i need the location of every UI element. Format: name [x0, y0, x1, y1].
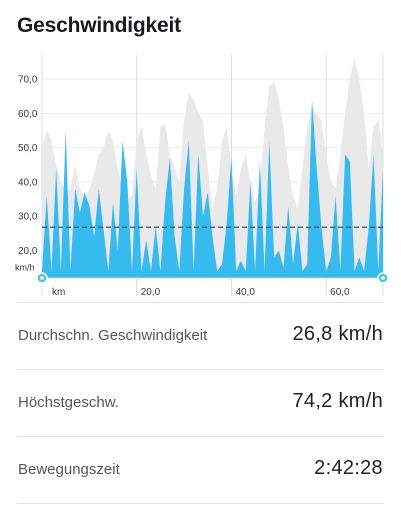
stat-row-moving-time: Bewegungszeit 2:42:28	[17, 437, 384, 504]
speed-area	[42, 99, 383, 278]
moving-time-value: 2:42:28	[314, 457, 383, 479]
y-tick-label: 70,0	[18, 75, 38, 86]
average-speed-value: 26,8 km/h	[292, 323, 383, 345]
y-axis-unit: km/h	[15, 263, 35, 273]
max-speed-label: Höchstgeschw.	[18, 394, 119, 411]
stats-list: Durchschn. Geschwindigkeit 26,8 km/h Höc…	[0, 302, 401, 504]
stat-row-max-speed: Höchstgeschw. 74,2 km/h	[17, 370, 384, 437]
range-handle-left-center	[40, 276, 44, 280]
y-tick-label: 40,0	[18, 177, 38, 188]
range-handle-right-center	[381, 276, 385, 280]
x-tick-label: 20,0	[141, 287, 161, 298]
moving-time-label: Bewegungszeit	[18, 461, 120, 478]
y-tick-label: 20,0	[18, 246, 38, 257]
max-speed-value: 74,2 km/h	[292, 390, 383, 412]
stat-row-average-speed: Durchschn. Geschwindigkeit 26,8 km/h	[17, 302, 384, 370]
average-speed-label: Durchschn. Geschwindigkeit	[18, 327, 208, 344]
page-title: Geschwindigkeit	[17, 14, 181, 37]
x-tick-label: 40,0	[235, 287, 255, 298]
x-tick-label: 60,0	[330, 287, 350, 298]
y-tick-label: 60,0	[18, 109, 38, 120]
speed-chart[interactable]: 70,0 60,0 50,0 40,0 30,0 20,0 20,0 40,0 60,0 km…	[0, 0, 401, 300]
x-axis-unit: km	[52, 287, 65, 298]
y-tick-label: 30,0	[18, 212, 38, 223]
y-tick-label: 50,0	[18, 143, 38, 154]
